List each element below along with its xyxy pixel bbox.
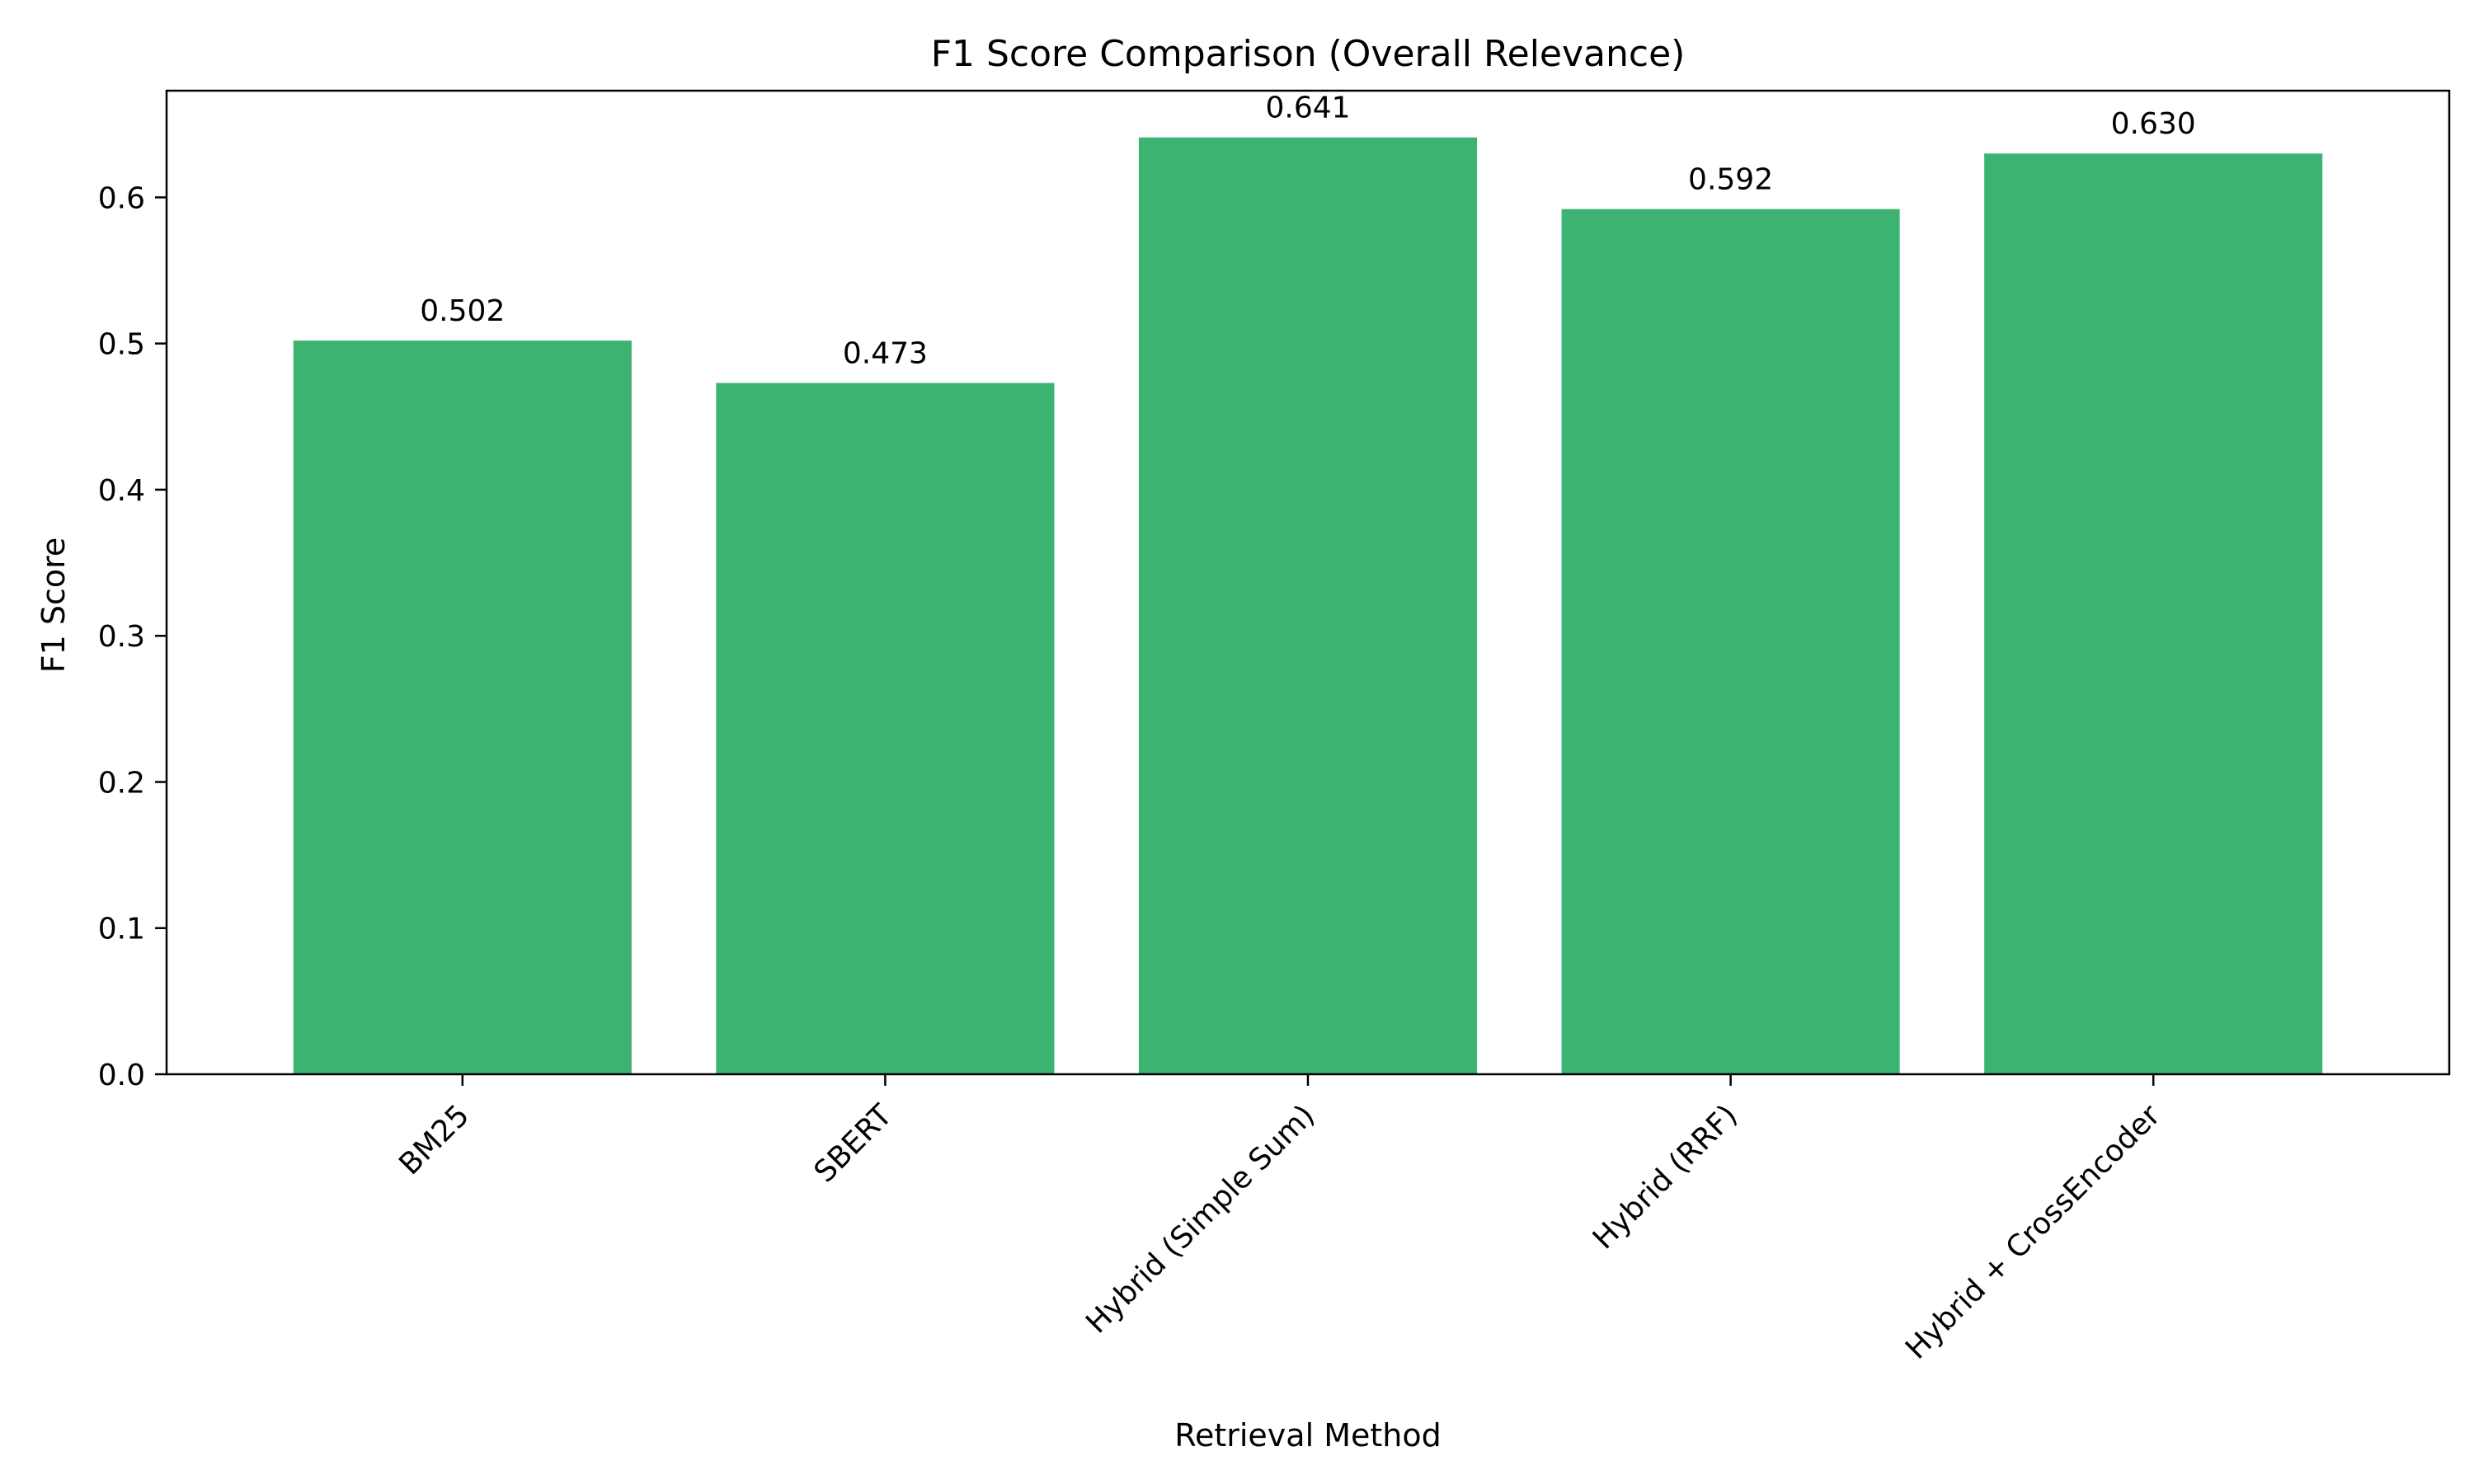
bar-value-label-1: 0.473: [843, 337, 928, 371]
chart-title: F1 Score Comparison (Overall Relevance): [931, 33, 1686, 75]
bar-1: [716, 383, 1055, 1074]
y-tick-label-1: 0.1: [98, 913, 145, 946]
y-tick-label-2: 0.2: [98, 766, 145, 800]
x-axis-label: Retrieval Method: [1174, 1417, 1441, 1453]
bar-value-label-4: 0.630: [2111, 107, 2196, 141]
y-tick-label-0: 0.0: [98, 1059, 145, 1092]
y-tick-label-3: 0.3: [98, 620, 145, 654]
bar-2: [1138, 137, 1478, 1075]
y-tick-label-5: 0.5: [98, 328, 145, 362]
bar-value-label-2: 0.641: [1265, 92, 1350, 125]
bar-3: [1561, 209, 1900, 1074]
y-axis-label: F1 Score: [35, 538, 72, 674]
bar-0: [293, 340, 632, 1074]
bar-value-label-0: 0.502: [420, 294, 505, 328]
plot-frame: [165, 89, 2451, 1076]
bars-layer: 0.502 0.473 0.641 0.592 0.630: [293, 92, 2323, 1075]
y-tick-label-6: 0.6: [98, 181, 145, 215]
y-tick-label-4: 0.4: [98, 474, 145, 508]
bar-value-label-3: 0.592: [1688, 163, 1773, 197]
bar-4: [1984, 153, 2323, 1074]
